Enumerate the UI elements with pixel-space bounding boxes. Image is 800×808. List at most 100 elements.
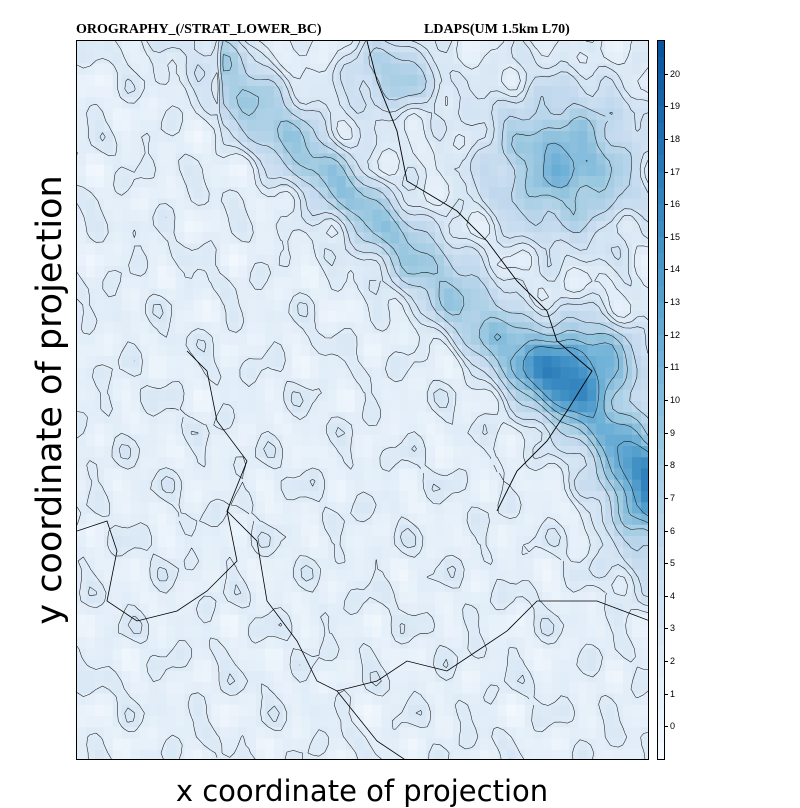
orography-cell (139, 682, 150, 695)
orography-cell (596, 119, 606, 132)
orography-cell (354, 333, 365, 346)
orography-cell (300, 97, 311, 110)
orography-cell (247, 637, 257, 650)
orography-cell (569, 119, 579, 132)
orography-cell (184, 97, 194, 110)
orography-cell (229, 243, 239, 256)
orography-cell (327, 164, 338, 177)
orography-cell (300, 74, 311, 87)
orography-cell (327, 176, 338, 188)
orography-cell (542, 333, 553, 346)
orography-cell (211, 356, 221, 368)
orography-cell (157, 187, 168, 200)
orography-cell (390, 558, 400, 571)
orography-cell (282, 603, 293, 616)
orography-cell (605, 288, 615, 301)
orography-cell (184, 558, 194, 571)
orography-cell (238, 412, 248, 425)
orography-cell (229, 333, 239, 346)
orography-cell (139, 603, 150, 616)
orography-cell (247, 299, 257, 312)
orography-cell (354, 266, 365, 278)
orography-cell (345, 401, 356, 413)
orography-cell (381, 716, 391, 728)
orography-cell (309, 479, 320, 492)
orography-cell (345, 322, 356, 335)
orography-cell (614, 356, 624, 368)
orography-cell (265, 254, 275, 267)
orography-cell (139, 243, 150, 256)
orography-cell (112, 198, 123, 211)
orography-cell (112, 131, 123, 143)
orography-cell (139, 198, 150, 211)
orography-cell (220, 344, 230, 357)
orography-cell (515, 344, 526, 357)
orography-cell (175, 311, 186, 323)
orography-cell (291, 164, 302, 177)
orography-cell (256, 367, 266, 380)
orography-cell (291, 603, 302, 616)
orography-cell (139, 727, 150, 740)
orography-cell (256, 63, 266, 76)
orography-cell (408, 614, 418, 627)
orography-cell (408, 581, 418, 593)
orography-cell (488, 333, 499, 346)
orography-cell (121, 682, 132, 695)
orography-cell (121, 288, 132, 301)
orography-cell (453, 569, 463, 582)
orography-cell (157, 311, 168, 323)
orography-cell (282, 637, 293, 650)
orography-cell (533, 434, 544, 447)
orography-cell (139, 581, 150, 593)
orography-cell (184, 187, 194, 200)
orography-cell (211, 401, 221, 413)
orography-cell (470, 288, 481, 301)
orography-cell (444, 716, 454, 728)
orography-cell (524, 119, 535, 132)
orography-cell (256, 614, 266, 627)
orography-cell (112, 569, 123, 582)
orography-cell (139, 671, 150, 683)
orography-cell (256, 198, 266, 211)
orography-cell (435, 74, 445, 87)
orography-cell (184, 63, 194, 76)
orography-cell (247, 671, 257, 683)
orography-cell (175, 513, 186, 526)
orography-cell (94, 198, 105, 211)
orography-cell (327, 457, 338, 470)
orography-cell (417, 491, 427, 503)
orography-cell (184, 603, 194, 616)
orography-cell (336, 232, 347, 245)
orography-cell (157, 209, 168, 222)
orography-cell (515, 603, 526, 616)
orography-cell (336, 558, 347, 571)
orography-cell (291, 131, 302, 143)
orography-cell (453, 558, 463, 571)
orography-cell (632, 378, 642, 391)
orography-cell (238, 524, 248, 537)
orography-cell (256, 119, 266, 132)
orography-cell (166, 367, 177, 380)
orography-cell (327, 659, 338, 672)
orography-cell (515, 52, 526, 65)
orography-cell (596, 254, 606, 267)
orography-cell (479, 648, 490, 661)
orography-cell (623, 434, 633, 447)
orography-cell (641, 457, 648, 470)
orography-cell (515, 142, 526, 155)
orography-cell (202, 412, 212, 425)
orography-cell (193, 412, 203, 425)
orography-cell (139, 254, 150, 267)
orography-cell (130, 423, 141, 436)
orography-cell (551, 401, 562, 413)
orography-cell (488, 614, 499, 627)
orography-cell (363, 254, 374, 267)
orography-cell (85, 187, 96, 200)
orography-cell (524, 243, 535, 256)
orography-cell (318, 648, 329, 661)
orography-cell (345, 457, 356, 470)
orography-cell (202, 682, 212, 695)
orography-cell (515, 243, 526, 256)
orography-cell (256, 716, 266, 728)
orography-cell (103, 63, 114, 76)
